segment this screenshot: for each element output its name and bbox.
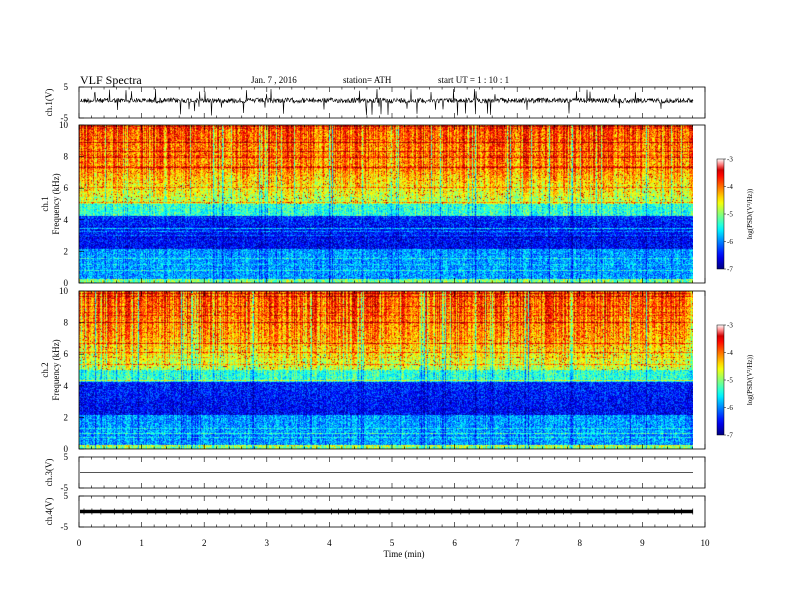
y-tick-label: 8: [64, 318, 69, 328]
colorbar-tick-label: -3: [727, 156, 733, 164]
x-tick-label: 3: [265, 538, 270, 548]
colorbar-tick-label: -4: [727, 349, 733, 357]
x-tick-label: 10: [701, 538, 711, 548]
y-tick-label: 10: [59, 286, 69, 296]
x-tick-label: 6: [452, 538, 457, 548]
colorbar-tick-label: -3: [727, 322, 733, 330]
spectrogram-image: [79, 125, 693, 283]
x-tick-label: 4: [327, 538, 332, 548]
figure-title: VLF Spectra: [80, 73, 142, 87]
ch1-colorbar: -3 -4 -5 -6 -7 log(PSD/(V²/Hz)): [716, 156, 754, 274]
y-tick-label: 0: [64, 278, 69, 288]
colorbar-label: log(PSD/(V²/Hz)): [746, 354, 754, 405]
colorbar-scale: [716, 324, 725, 436]
x-tick-label: 9: [640, 538, 645, 548]
y-axis-label: Frequency (kHz): [51, 339, 61, 400]
start-time-label: start UT = 1 : 10 : 1: [438, 75, 509, 85]
colorbar-label: log(PSD/(V²/Hz)): [746, 188, 754, 239]
y-tick-label: 10: [59, 120, 69, 130]
y-tick-label: 2: [64, 246, 69, 256]
x-tick-label: 2: [202, 538, 207, 548]
y-axis-label: ch.3(V): [44, 459, 54, 487]
ch2-spectrogram-panel: 0 2 4 6 8 10 ch.2 Frequency (kHz): [40, 286, 706, 454]
y-tick-label: 8: [64, 152, 69, 162]
colorbar-tick-label: -7: [727, 432, 733, 440]
ch1-waveform-panel: 5 -5 ch.1(V): [44, 82, 706, 123]
y-tick-label: 6: [64, 183, 69, 193]
colorbar-tick-label: -6: [727, 404, 733, 412]
ch2-colorbar: -3 -4 -5 -6 -7 log(PSD/(V²/Hz)): [716, 322, 754, 440]
y-tick-label: 0: [64, 444, 69, 454]
x-tick-label: 0: [77, 538, 82, 548]
y-axis-label: ch.1: [40, 196, 50, 211]
y-tick-label: 5: [64, 82, 69, 92]
colorbar-scale: [716, 158, 725, 270]
colorbar-tick-label: -5: [727, 211, 733, 219]
y-tick-label: 5: [64, 491, 69, 501]
y-axis-label: ch.2: [40, 362, 50, 377]
y-axis-label: ch.4(V): [44, 498, 54, 526]
y-tick-label: 4: [64, 381, 69, 391]
y-tick-label: 5: [64, 452, 69, 462]
colorbar-tick-label: -6: [727, 238, 733, 246]
y-tick-label: 6: [64, 349, 69, 359]
y-tick-label: -5: [61, 522, 69, 532]
x-tick-label: 8: [578, 538, 583, 548]
date-label: Jan. 7 , 2016: [251, 75, 297, 85]
y-tick-label: 4: [64, 215, 69, 225]
colorbar-tick-label: -7: [727, 266, 733, 274]
y-tick-label: 2: [64, 412, 69, 422]
y-axis-label: ch.1(V): [44, 89, 54, 117]
x-tick-label: 5: [390, 538, 395, 548]
y-tick-label: -5: [61, 483, 69, 493]
x-tick-label: 7: [515, 538, 520, 548]
waveform-trace: [79, 88, 694, 116]
ch4-waveform-panel: 5 -5 ch.4(V): [44, 491, 706, 532]
colorbar-tick-label: -4: [727, 183, 733, 191]
spectrogram-image: [79, 291, 693, 449]
x-axis-label: Time (min): [384, 549, 425, 559]
x-tick-label: 1: [139, 538, 144, 548]
colorbar-tick-label: -5: [727, 377, 733, 385]
y-axis-label: Frequency (kHz): [51, 173, 61, 234]
time-axis: 0 1 2 3 4 5 6 7 8 9 10: [77, 538, 710, 548]
ch3-waveform-panel: 5 -5 ch.3(V): [44, 452, 706, 493]
y-tick-label: -5: [61, 113, 69, 123]
ch1-spectrogram-panel: 0 2 4 6 8 10 ch.1 Frequency (kHz): [40, 120, 706, 288]
station-label: station= ATH: [343, 75, 392, 85]
